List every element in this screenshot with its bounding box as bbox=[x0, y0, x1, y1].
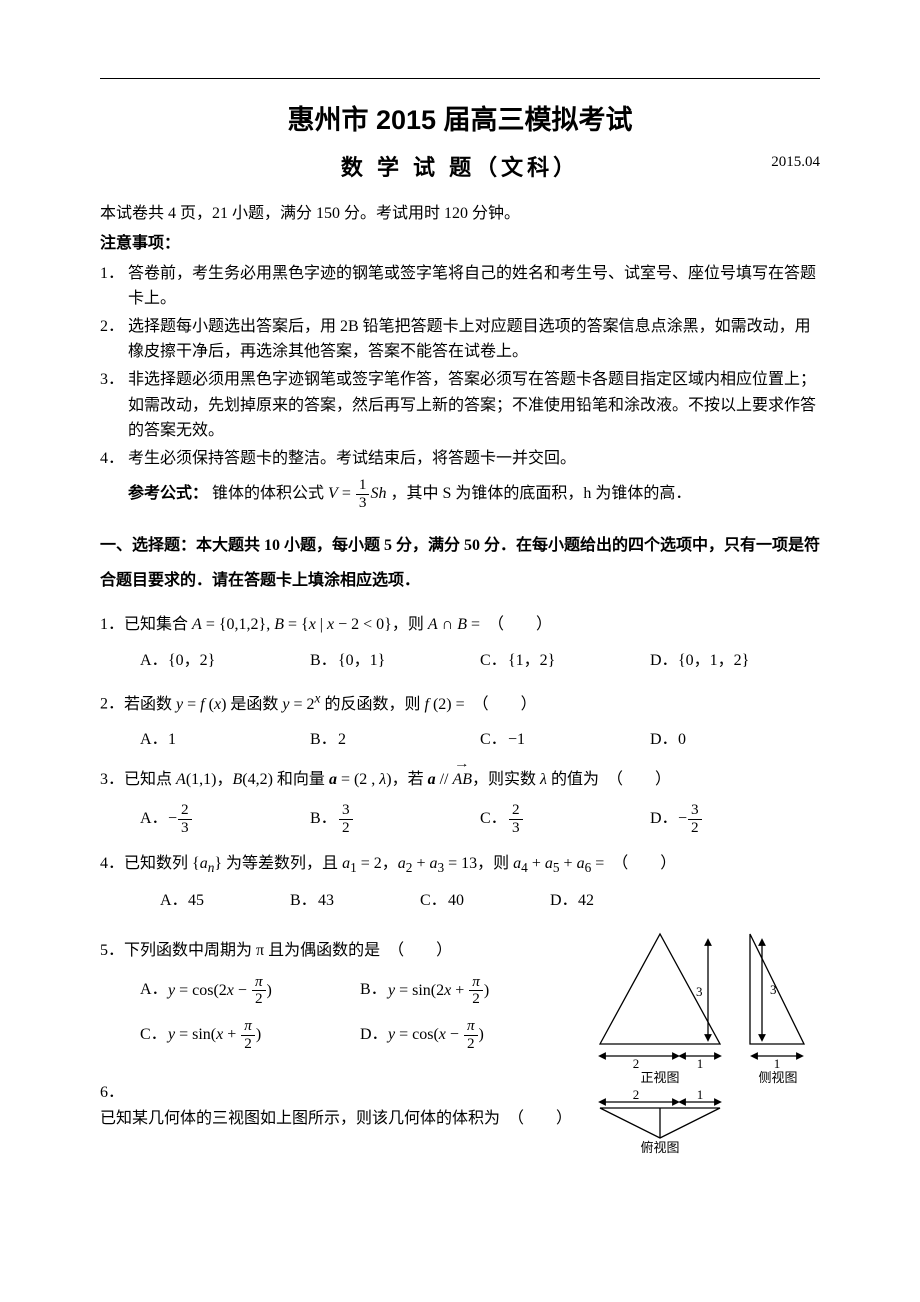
doc-title: 惠州市 2015 届高三模拟考试 bbox=[100, 99, 820, 142]
svg-text:3: 3 bbox=[770, 982, 777, 997]
q1-choice-b: B．{0，1} bbox=[310, 648, 480, 674]
q5-choices-row2: C．y = sin(x + π2) D．y = cos(x − π2) bbox=[140, 1018, 590, 1052]
q4-choices: A．45 B．43 C．40 D．42 bbox=[160, 888, 820, 914]
notice-text: 选择题每小题选出答案后，用 2B 铅笔把答题卡上对应题目选项的答案信息点涂黑，如… bbox=[128, 314, 820, 365]
q4-choice-c: C．40 bbox=[420, 888, 550, 914]
q3-choice-c: C．23 bbox=[480, 802, 650, 836]
svg-text:2: 2 bbox=[633, 1087, 640, 1102]
q3-choice-d: D．−32 bbox=[650, 802, 820, 836]
notice-text: 非选择题必须用黑色字迹钢笔或签字笔作答，答案必须写在答题卡各题目指定区域内相应位… bbox=[128, 367, 820, 444]
doc-subtitle: 数 学 试 题（文科） bbox=[341, 150, 579, 185]
notice-item: 3． 非选择题必须用黑色字迹钢笔或签字笔作答，答案必须写在答题卡各题目指定区域内… bbox=[100, 367, 820, 444]
side-view-label: 侧视图 bbox=[758, 1070, 797, 1085]
notice-num: 4． bbox=[100, 446, 128, 472]
q2-choice-a: A．1 bbox=[140, 727, 310, 753]
three-views-svg: 3 2 1 正视图 3 1 侧视图 2 1 bbox=[590, 924, 820, 1154]
ref-label: 参考公式： bbox=[128, 485, 208, 502]
q2-choice-b: B．2 bbox=[310, 727, 480, 753]
subtitle-row: 数 学 试 题（文科） 2015.04 bbox=[100, 150, 820, 185]
q3-choice-b: B．32 bbox=[310, 802, 480, 836]
q5-choices-row1: A．y = cos(2x − π2) B．y = sin(2x + π2) bbox=[140, 974, 590, 1008]
q1-choice-c: C．{1，2} bbox=[480, 648, 650, 674]
q5-choice-d: D．y = cos(x − π2) bbox=[360, 1018, 580, 1052]
doc-date: 2015.04 bbox=[771, 150, 820, 174]
notice-heading: 注意事项： bbox=[100, 231, 820, 257]
q2-choice-d: D．0 bbox=[650, 727, 820, 753]
q4-choice-a: A．45 bbox=[160, 888, 290, 914]
q1-stem: 已知集合 A = {0,1,2}, B = {x | x − 2 < 0}，则 … bbox=[124, 616, 552, 633]
notice-num: 3． bbox=[100, 367, 128, 444]
notice-item: 4． 考生必须保持答题卡的整洁。考试结束后，将答题卡一并交回。 bbox=[100, 446, 820, 472]
svg-text:1: 1 bbox=[697, 1056, 704, 1071]
q4-choice-d: D．42 bbox=[550, 888, 680, 914]
q2-choice-c: C．−1 bbox=[480, 727, 650, 753]
three-views-figure: 3 2 1 正视图 3 1 侧视图 2 1 bbox=[590, 924, 820, 1154]
exam-intro: 本试卷共 4 页，21 小题，满分 150 分。考试用时 120 分钟。 bbox=[100, 201, 820, 227]
q5-choice-a: A．y = cos(2x − π2) bbox=[140, 974, 360, 1008]
notice-text: 答卷前，考生务必用黑色字迹的钢笔或签字笔将自己的姓名和考生号、试室号、座位号填写… bbox=[128, 261, 820, 312]
svg-text:1: 1 bbox=[697, 1087, 704, 1102]
front-view-label: 正视图 bbox=[640, 1070, 679, 1085]
q6-stem: 已知某几何体的三视图如上图所示，则该几何体的体积为 （ ） bbox=[100, 1110, 572, 1127]
svg-text:3: 3 bbox=[696, 984, 703, 999]
top-rule bbox=[100, 78, 820, 79]
q5-stem: 下列函数中周期为 π 且为偶函数的是 （ ） bbox=[124, 942, 452, 959]
question-3: 3．已知点 A(1,1)，B(4,2) 和向量 a = (2 , λ)，若 a … bbox=[100, 767, 820, 793]
q1-choice-d: D．{0，1，2} bbox=[650, 648, 820, 674]
svg-text:2: 2 bbox=[633, 1056, 640, 1071]
question-4: 4．已知数列 {an} 为等差数列，且 a1 = 2，a2 + a3 = 13，… bbox=[100, 851, 820, 879]
q5-choice-b: B．y = sin(2x + π2) bbox=[360, 974, 580, 1008]
q5-and-figure-row: 5．下列函数中周期为 π 且为偶函数的是 （ ） A．y = cos(2x − … bbox=[100, 924, 820, 1154]
q2-choices: A．1 B．2 C．−1 D．0 bbox=[140, 727, 820, 753]
question-2: 2．若函数 y = f (x) 是函数 y = 2x 的反函数，则 f (2) … bbox=[100, 687, 820, 717]
q3-choices: A．−23 B．32 C．23 D．−32 bbox=[140, 802, 820, 836]
q1-choice-a: A．{0，2} bbox=[140, 648, 310, 674]
notice-item: 2． 选择题每小题选出答案后，用 2B 铅笔把答题卡上对应题目选项的答案信息点涂… bbox=[100, 314, 820, 365]
question-1: 1．已知集合 A = {0,1,2}, B = {x | x − 2 < 0}，… bbox=[100, 612, 820, 638]
notice-num: 1． bbox=[100, 261, 128, 312]
section-1-heading: 一、选择题：本大题共 10 小题，每小题 5 分，满分 50 分．在每小题给出的… bbox=[100, 528, 820, 598]
notice-num: 2． bbox=[100, 314, 128, 365]
question-6: 6．已知某几何体的三视图如上图所示，则该几何体的体积为 （ ） bbox=[100, 1080, 590, 1131]
q1-choices: A．{0，2} B．{0，1} C．{1，2} D．{0，1，2} bbox=[140, 648, 820, 674]
ref-text-a: 锥体的体积公式 bbox=[212, 485, 324, 502]
top-view-label: 俯视图 bbox=[640, 1140, 679, 1154]
reference-formula: 参考公式： 锥体的体积公式 V = 13Sh ，其中 S 为锥体的底面积，h 为… bbox=[128, 477, 820, 511]
ref-text-b: ，其中 S 为锥体的底面积，h 为锥体的高． bbox=[390, 485, 691, 502]
question-5: 5．下列函数中周期为 π 且为偶函数的是 （ ） bbox=[100, 938, 590, 964]
svg-text:1: 1 bbox=[774, 1056, 781, 1071]
q3-choice-a: A．−23 bbox=[140, 802, 310, 836]
notice-text: 考生必须保持答题卡的整洁。考试结束后，将答题卡一并交回。 bbox=[128, 446, 820, 472]
q5-choice-c: C．y = sin(x + π2) bbox=[140, 1018, 360, 1052]
notice-item: 1． 答卷前，考生务必用黑色字迹的钢笔或签字笔将自己的姓名和考生号、试室号、座位… bbox=[100, 261, 820, 312]
q4-choice-b: B．43 bbox=[290, 888, 420, 914]
